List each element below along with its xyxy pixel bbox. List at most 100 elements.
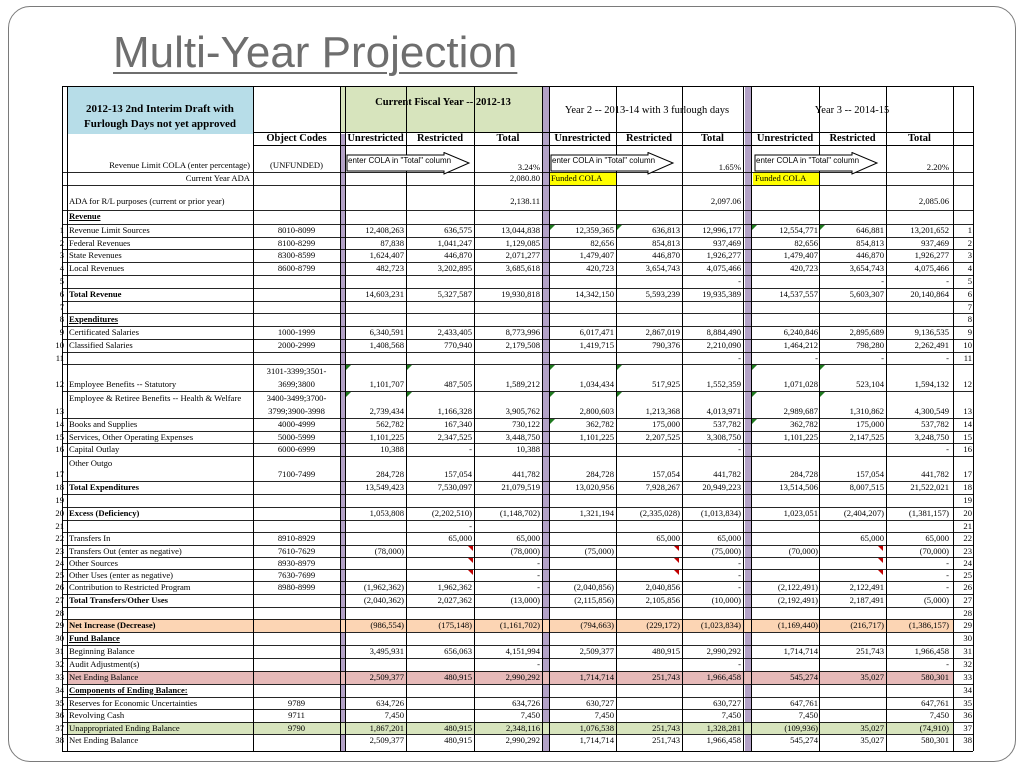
row-number: 13 xyxy=(55,406,64,416)
value-cell: 2,347,525 xyxy=(437,432,472,442)
value-cell: 480,915 xyxy=(444,723,472,733)
value-cell: 647,761 xyxy=(790,698,818,708)
value-cell: 6,017,471 xyxy=(579,327,614,337)
value-cell: - xyxy=(738,582,741,592)
value-cell: 2,071,277 xyxy=(505,250,540,260)
grid-hline xyxy=(62,364,973,365)
value-cell: - xyxy=(946,570,949,580)
value-cell: 1,071,028 xyxy=(783,379,818,389)
row-number-right: 26 xyxy=(963,582,972,592)
row-number-right: 5 xyxy=(967,276,972,286)
row-number-right: 6 xyxy=(967,289,972,299)
value-cell: 3.24% xyxy=(517,162,540,172)
row-number: 14 xyxy=(55,419,64,429)
grid-hline xyxy=(62,313,973,314)
grid-hline xyxy=(62,237,973,238)
row-number-right: 31 xyxy=(963,646,972,656)
row-number-right: 28 xyxy=(963,608,972,618)
value-cell: 284,728 xyxy=(790,469,818,479)
value-cell: 2,187,491 xyxy=(849,595,884,605)
row-number: 31 xyxy=(55,646,64,656)
value-cell: 854,813 xyxy=(856,238,884,248)
value-cell: - xyxy=(738,659,741,669)
row-number-right: 7 xyxy=(967,302,972,312)
value-cell: 1,714,714 xyxy=(579,735,614,745)
value-cell: 362,782 xyxy=(790,419,818,429)
row-number: 11 xyxy=(55,353,64,363)
value-cell: 65,000 xyxy=(717,533,741,543)
row-number: 22 xyxy=(55,533,64,543)
row-number: 30 xyxy=(55,633,64,643)
value-cell: 35,027 xyxy=(860,735,884,745)
value-cell: 2,122,491 xyxy=(849,582,884,592)
value-cell: 1,926,277 xyxy=(914,250,949,260)
value-cell: 175,000 xyxy=(652,419,680,429)
value-cell: 1,867,201 xyxy=(369,723,404,733)
value-cell: 82,656 xyxy=(794,238,818,248)
row-number-right: 9 xyxy=(967,327,972,337)
cell-marker-red xyxy=(674,570,679,575)
row-number: 26 xyxy=(55,582,64,592)
value-cell: 2,179,508 xyxy=(505,340,540,350)
row-number: 10 xyxy=(55,340,64,350)
cell-marker-green xyxy=(617,365,622,370)
row-label: Components of Ending Balance: xyxy=(69,685,188,695)
value-cell: 362,782 xyxy=(586,419,614,429)
value-cell: - xyxy=(946,444,949,454)
cell-marker-green xyxy=(550,225,555,230)
grid-hline xyxy=(62,262,973,263)
object-code: 8600-8799 xyxy=(277,263,316,273)
cell-marker-red xyxy=(468,558,473,563)
value-cell: (1,962,362) xyxy=(363,582,404,592)
value-cell: 2,867,019 xyxy=(645,327,680,337)
value-cell: 480,915 xyxy=(444,735,472,745)
grid-hline xyxy=(62,391,973,392)
row-number: 7 xyxy=(59,302,64,312)
value-cell: 1,966,458 xyxy=(706,672,741,682)
value-cell: 12,408,263 xyxy=(365,225,404,235)
row-number-right: 17 xyxy=(963,469,972,479)
value-cell: 6,240,846 xyxy=(783,327,818,337)
grid-hline xyxy=(62,431,973,432)
value-cell: 517,925 xyxy=(652,379,680,389)
cell-marker-red xyxy=(878,558,883,563)
row-number: 23 xyxy=(55,546,64,556)
value-cell: - xyxy=(815,353,818,363)
row-label: Current Year ADA xyxy=(185,173,250,183)
cell-marker-green xyxy=(550,365,555,370)
value-cell: 790,376 xyxy=(652,340,680,350)
row29-highlight xyxy=(67,619,953,632)
value-cell: 157,054 xyxy=(652,469,680,479)
column-header-col-total: Total xyxy=(496,133,520,144)
row-number-right: 13 xyxy=(963,406,972,416)
row-label: Local Revenues xyxy=(69,263,125,273)
row-number-right: 10 xyxy=(963,340,972,350)
row-label: Total Transfers/Other Uses xyxy=(69,595,168,605)
cola-callout-arrow xyxy=(346,151,471,176)
value-cell: 636,575 xyxy=(444,225,472,235)
value-cell: 21,079,519 xyxy=(501,482,540,492)
row-number: 32 xyxy=(55,659,64,669)
value-cell: (1,161,702) xyxy=(499,620,540,630)
row-number-right: 38 xyxy=(963,735,972,745)
spreadsheet: 2012-13 2nd Interim Draft with Furlough … xyxy=(55,84,980,752)
cola-callout-arrow xyxy=(754,151,879,176)
value-cell: 1,419,715 xyxy=(579,340,614,350)
value-cell: - xyxy=(881,276,884,286)
grid-hline xyxy=(62,520,973,521)
row-number-right: 34 xyxy=(963,685,972,695)
row-label: Unappropriated Ending Balance xyxy=(69,723,180,733)
value-cell: (2,040,362) xyxy=(363,595,404,605)
value-cell: 19,930,818 xyxy=(501,289,540,299)
row-number-right: 1 xyxy=(967,225,972,235)
value-cell: 65,000 xyxy=(448,533,472,543)
grid-hline xyxy=(62,352,973,353)
value-cell: 1,076,538 xyxy=(579,723,614,733)
row-number-right: 20 xyxy=(963,508,972,518)
value-cell: 4,151,994 xyxy=(505,646,540,656)
value-cell: 1,966,458 xyxy=(706,735,741,745)
value-cell: 13,044,838 xyxy=(501,225,540,235)
value-cell: 537,782 xyxy=(713,419,741,429)
cell-marker-green xyxy=(752,365,757,370)
object-code: 7100-7499 xyxy=(277,469,316,479)
